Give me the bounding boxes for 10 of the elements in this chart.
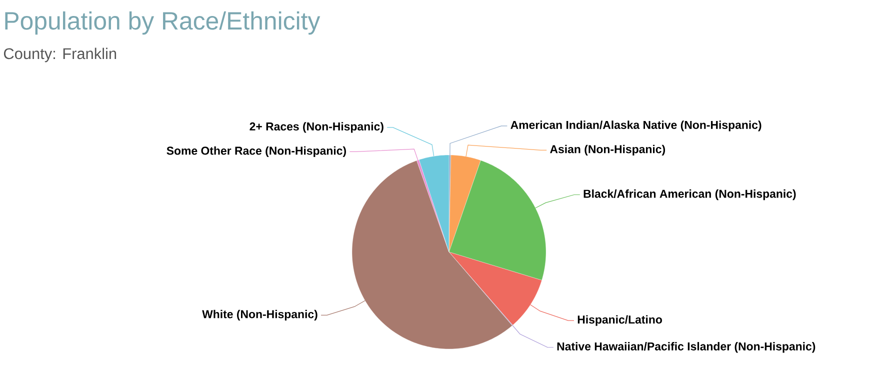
chart-title: Population by Race/Ethnicity bbox=[5, 11, 320, 35]
slice-label: White (Non-Hispanic) bbox=[202, 310, 318, 321]
slice-label: 2+ Races (Non-Hispanic) bbox=[250, 122, 384, 133]
slice-label: Hispanic/Latino bbox=[578, 315, 662, 326]
slice-label: Native Hawaiian/Pacific Islander (Non-Hispanic) bbox=[557, 342, 816, 353]
slice-label: American Indian/Alaska Native (Non-Hispanic) bbox=[510, 120, 762, 132]
chart-subtitle: County: Franklin bbox=[4, 48, 116, 62]
slice-label: Black/African American (Non-Hispanic) bbox=[584, 189, 796, 200]
slice-label: Asian (Non-Hispanic) bbox=[550, 144, 666, 156]
slice-label: Some Other Race (Non-Hispanic) bbox=[166, 146, 346, 158]
